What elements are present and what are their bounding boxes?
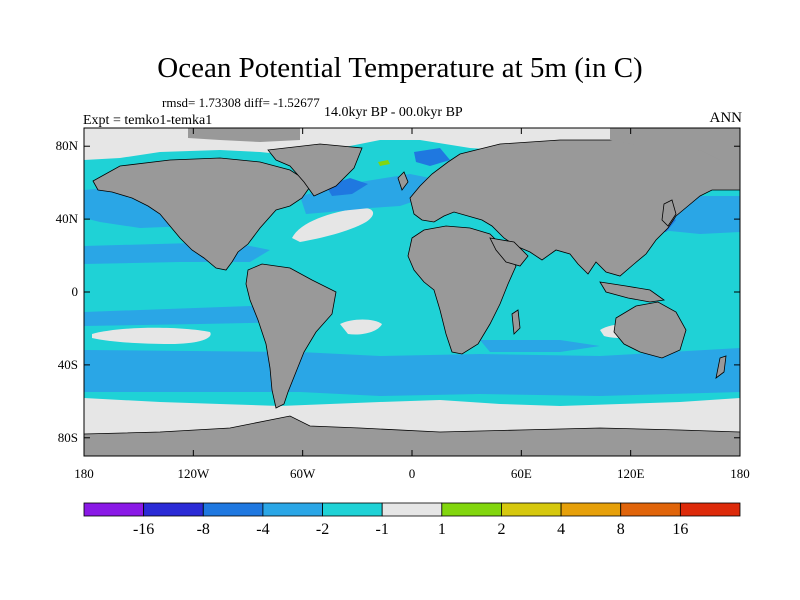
colorbar-label: -8 [197, 521, 210, 538]
land-japan [661, 199, 677, 227]
colorbar-swatch [501, 502, 562, 517]
colorbar-swatch [322, 502, 383, 517]
season-label: ANN [709, 110, 743, 126]
x-tick-label: 60E [511, 466, 532, 481]
land-south-america [245, 263, 337, 409]
colorbar-label: 1 [438, 521, 446, 538]
anomaly-region-north-atlantic [292, 207, 374, 242]
y-tick-label: 40N [56, 211, 79, 226]
land-eurasia [409, 139, 740, 277]
colorbar-swatch [262, 502, 323, 517]
land-africa [407, 225, 517, 355]
land-masses [84, 139, 740, 456]
x-tick-label: 60W [290, 466, 316, 481]
colorbar: -16 -8 -4 -2 -1 1 2 4 8 16 [83, 502, 741, 538]
anomaly-region-nordic [414, 148, 450, 166]
land-indonesia [599, 281, 666, 303]
x-tick-label: 180 [74, 466, 94, 481]
colorbar-swatch [441, 502, 502, 517]
colorbar-label: 16 [672, 521, 688, 538]
colorbar-label: -1 [376, 521, 389, 538]
stats-label: rmsd= 1.73308 diff= -1.52677 [162, 95, 320, 110]
colorbar-label: -16 [133, 521, 154, 538]
anomaly-region-south-atlantic [340, 319, 382, 335]
experiment-label: Expt = temko1-temka1 [83, 113, 213, 128]
x-tick-label: 0 [409, 466, 416, 481]
axis-ticks: 180 120W 60W 0 60E 120E 180 80N 40N 0 40S 80S [56, 128, 750, 481]
colorbar-swatch [143, 502, 204, 517]
y-tick-label: 40S [58, 357, 78, 372]
anomaly-region-southern-band [84, 348, 740, 396]
land-arabia [489, 237, 529, 267]
map-title: Ocean Potential Temperature at 5m (in C) [157, 52, 643, 84]
x-tick-label: 120W [177, 466, 210, 481]
colorbar-label: -4 [256, 521, 269, 538]
land-antarctica [84, 415, 740, 456]
x-tick-label: 120E [617, 466, 645, 481]
y-tick-label: 0 [72, 284, 79, 299]
colorbar-label: 8 [617, 521, 625, 538]
colorbar-swatch [620, 502, 681, 517]
colorbar-label: 2 [497, 521, 505, 538]
land-uk [397, 171, 409, 191]
colorbar-swatch [679, 502, 741, 517]
land-new-zealand [715, 355, 727, 379]
land-north-america [92, 157, 313, 271]
land-australia [613, 301, 687, 359]
anomaly-region-south-pacific [92, 327, 211, 344]
y-tick-label: 80S [58, 430, 78, 445]
colorbar-swatch [83, 502, 145, 517]
anomaly-region-indian-west [480, 340, 600, 352]
x-tick-label: 180 [730, 466, 750, 481]
map-plot-area [84, 128, 740, 456]
anomaly-region-warm-patch [378, 160, 390, 166]
colorbar-label: 4 [557, 521, 565, 538]
colorbar-swatch [381, 502, 443, 517]
period-label: 14.0kyr BP - 00.0kyr BP [324, 105, 463, 120]
colorbar-swatch [202, 502, 264, 517]
land-greenland [267, 143, 363, 197]
colorbar-label: -2 [316, 521, 329, 538]
y-tick-label: 80N [56, 138, 79, 153]
land-madagascar [511, 309, 521, 335]
land-arctic-mask [188, 128, 740, 160]
colorbar-swatch [560, 502, 622, 517]
